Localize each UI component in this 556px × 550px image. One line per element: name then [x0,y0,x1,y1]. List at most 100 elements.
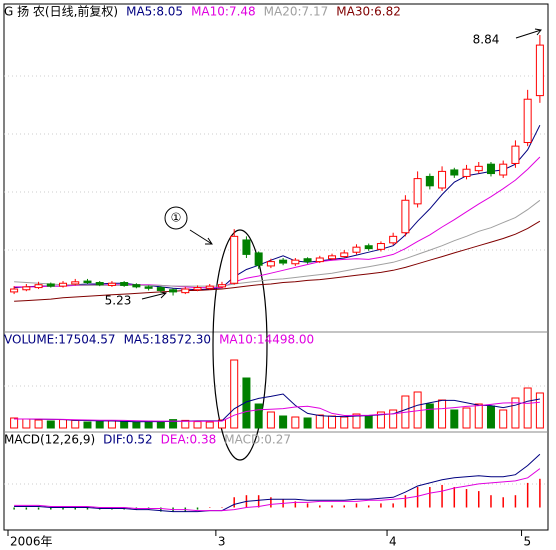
volume-bar [156,421,165,429]
volume-bar [425,403,434,429]
volume-bar [389,409,398,429]
volume-bar [511,397,520,429]
macd-bar [74,507,76,510]
candle-body [511,145,520,164]
volume-bar [181,419,190,429]
volume-bar [83,421,92,429]
volume-bar [266,411,275,429]
volume-bar [303,417,312,429]
legend-text: MACD:0.27 [224,433,291,447]
volume-bar [132,421,141,429]
candle-body [266,261,275,267]
candle-body [352,246,361,253]
candle-body [389,235,398,244]
volume-bar [462,407,471,429]
candle-body [328,255,337,260]
volume-bar [376,411,385,429]
candle-body [22,286,31,291]
indicator-line [14,453,541,513]
volume-bar [499,409,508,429]
macd-bar [404,495,407,508]
candle-body [169,289,178,293]
candle-body [486,163,495,175]
macd-bar [319,505,321,508]
legend-text: MA10:14498.00 [219,333,314,347]
legend-text: MA5:18572.30 [124,333,212,347]
macd-bar [416,487,419,508]
candle-body [107,282,116,286]
annotation: 5.23 [105,294,132,308]
volume-bar [340,416,349,429]
macd-bar [294,501,297,508]
volume-bar [205,421,214,429]
macd-bar [478,491,480,508]
volume-bar [10,417,19,429]
volume-bar [59,419,68,429]
candle-body [59,282,68,287]
candle-body [71,281,80,285]
candle-body [401,199,410,234]
volume-bar [71,419,80,429]
candle-body [132,284,141,288]
candle-body [462,168,471,177]
macd-bar [37,507,40,510]
macd-bar [367,505,370,508]
legend-text: MA10:7.48 [191,5,256,19]
candle-body [181,288,190,294]
candle-body [450,169,459,176]
macd-bar [86,507,89,510]
legend-text: MACD(12,26,9) [4,433,95,447]
candle-body [242,239,251,255]
volume-bar [450,409,459,429]
candle-body [376,243,385,250]
volume-bar [291,416,300,429]
candle-body [535,44,544,97]
volume-bar [352,413,361,429]
legend-text: DIF:0.52 [103,433,153,447]
indicator-line [14,401,540,422]
highlight-ellipse [212,229,268,461]
volume-bar [254,403,263,429]
volume-bar [217,419,226,429]
macd-bar [62,507,64,510]
macd-bar [490,495,492,508]
candle-body [217,284,226,288]
volume-bar [535,392,544,429]
annotation: ① [171,211,182,225]
macd-bar [13,507,15,510]
x-tick-label: 5 [524,535,532,549]
candle-body [34,284,43,289]
x-tick-label: 4 [389,535,397,549]
indicator-line [14,468,541,512]
macd-bar [380,503,382,508]
macd-bar [306,503,309,508]
macd-bar [355,503,358,508]
legend-text: G 扬 农(日线,前复权) [4,4,118,19]
macd-bar [196,507,199,510]
macd-bar [429,487,431,508]
macd-bar [539,478,541,508]
candle-body [10,288,19,293]
x-tick-label: 2006年 [10,535,53,549]
candle-body [340,252,349,258]
candle-body [254,252,263,266]
candle-body [499,163,508,176]
macd-bar [514,495,517,508]
volume-bar [279,415,288,429]
candle-body [230,235,239,284]
candle-body [474,165,483,172]
candle-body [438,170,447,189]
volume-bar [34,419,43,429]
macd-bar [233,497,235,508]
candle-body [279,259,288,264]
candle-body [364,245,373,250]
volume-bar [46,420,55,429]
macd-bar [502,497,504,508]
volume-bar [242,377,251,429]
macd-bar [257,495,260,508]
indicator-line [14,393,540,423]
candle-body [303,258,312,263]
legend-text: MA30:6.82 [336,5,401,19]
